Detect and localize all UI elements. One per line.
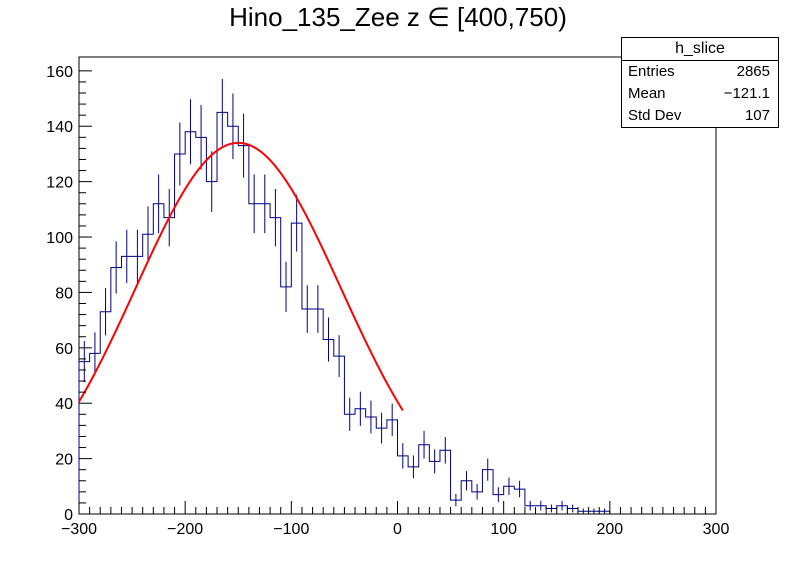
stats-value-entries: 2865	[736, 63, 770, 80]
stats-value-stddev: 107	[744, 107, 770, 124]
stats-label-mean: Mean	[628, 85, 666, 102]
y-tick-label: 60	[55, 341, 73, 358]
stats-box: h_slice Entries 2865 Mean −121.1 Std Dev…	[621, 37, 779, 128]
stats-row-mean: Mean −121.1	[622, 83, 778, 105]
x-tick-label: −300	[61, 521, 97, 538]
y-tick-label: 140	[46, 119, 73, 136]
x-tick-label: −100	[273, 521, 309, 538]
y-tick-label: 40	[55, 396, 73, 413]
y-tick-label: 100	[46, 230, 73, 247]
stats-title: h_slice	[622, 38, 778, 61]
stats-row-stddev: Std Dev 107	[622, 105, 778, 127]
y-tick-label: 0	[64, 507, 73, 524]
x-tick-label: 100	[490, 521, 517, 538]
x-tick-label: 300	[703, 521, 730, 538]
fit-curve	[78, 141, 404, 411]
y-tick-label: 160	[46, 64, 73, 81]
x-tick-label: 0	[393, 521, 402, 538]
chart-title: Hino_135_Zee z ∈ [400,750)	[229, 2, 567, 32]
stats-value-mean: −121.1	[723, 85, 770, 102]
stats-row-entries: Entries 2865	[622, 61, 778, 83]
stats-label-stddev: Std Dev	[628, 107, 682, 124]
x-tick-label: 200	[596, 521, 623, 538]
y-tick-label: 80	[55, 285, 73, 302]
histogram-outline	[78, 111, 611, 514]
y-tick-label: 120	[46, 175, 73, 192]
x-tick-label: −200	[167, 521, 203, 538]
y-tick-label: 20	[55, 452, 73, 469]
stats-label-entries: Entries	[628, 63, 675, 80]
